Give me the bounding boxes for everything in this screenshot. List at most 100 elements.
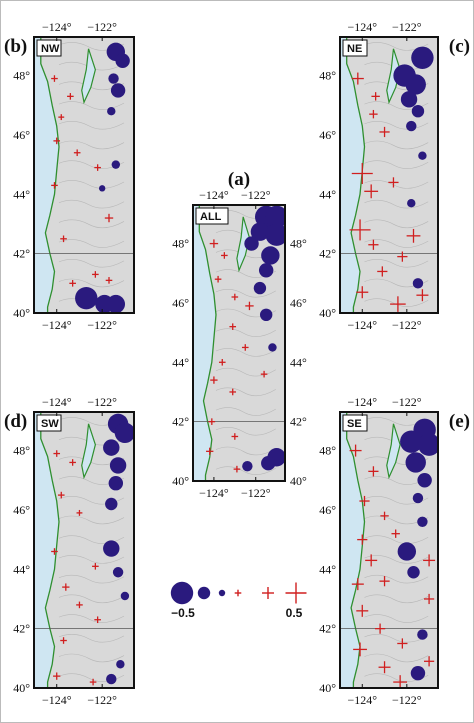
lat-tick-left: 40°: [319, 306, 336, 320]
station-positive: [241, 344, 249, 351]
station-positive: [369, 109, 378, 119]
station-positive: [60, 235, 67, 243]
station-positive: [351, 72, 364, 85]
station-positive: [57, 491, 65, 499]
lon-tick-bottom: −124°: [42, 318, 72, 332]
lat-tick-left: 46°: [319, 128, 336, 142]
station-positive: [379, 576, 390, 587]
station-positive: [210, 376, 218, 384]
legend-max-label: 0.5: [286, 606, 303, 620]
station-negative: [407, 198, 416, 208]
station-positive: [73, 149, 81, 157]
legend-symbol-negative: [218, 589, 226, 597]
station-positive: [351, 578, 364, 591]
map-c: [340, 37, 438, 313]
station-negative: [417, 433, 438, 456]
panel-tag: NW: [36, 39, 62, 57]
station-positive: [214, 275, 222, 283]
map-frame: [339, 411, 439, 689]
lon-tick-top: −124°: [347, 20, 377, 34]
lat-tick-left: 48°: [13, 444, 30, 458]
panel-tag: NE: [342, 39, 368, 57]
station-positive: [351, 163, 373, 185]
panel-tag-text: NE: [347, 43, 362, 55]
station-positive: [206, 447, 214, 455]
lon-tick-bottom: −122°: [241, 486, 271, 500]
station-positive: [69, 280, 76, 287]
station-positive: [365, 554, 378, 567]
station-positive: [391, 529, 400, 538]
station-positive: [353, 642, 367, 657]
panel-label: (a): [228, 169, 250, 190]
station-negative: [417, 516, 428, 528]
station-positive: [368, 466, 379, 477]
panel-e: SE (e) −124° −124° −122° −122° 48° 46° 44° 42° 40°: [319, 395, 470, 707]
lat-tick-left: 44°: [319, 187, 336, 201]
station-negative: [103, 540, 120, 557]
station-positive: [229, 323, 237, 330]
station-negative: [406, 120, 417, 132]
legend-symbol-positive: [262, 587, 274, 599]
legend-symbol-positive: [285, 582, 307, 604]
lat-tick-left: 42°: [172, 415, 189, 429]
station-positive: [76, 509, 83, 516]
legend-symbol-positive: [234, 589, 242, 597]
land: [346, 412, 438, 688]
station-positive: [53, 450, 61, 457]
station-negative: [400, 91, 418, 108]
lat-tick-left: 48°: [319, 444, 336, 458]
panel-d: SW (d) −124° −124° −122° −122° 48° 46° 44° 42° 40°: [4, 395, 135, 707]
station-positive: [221, 252, 228, 259]
coastline: [40, 37, 134, 313]
lon-tick-bottom: −124°: [347, 318, 377, 332]
station-positive: [371, 92, 380, 101]
station-positive: [380, 511, 389, 521]
station-positive: [356, 286, 369, 299]
lon-tick-bottom: −124°: [347, 693, 377, 707]
station-negative: [417, 629, 428, 640]
station-positive: [231, 293, 239, 301]
puget-sound: [81, 48, 96, 105]
station-negative: [265, 205, 285, 229]
station-positive: [104, 213, 114, 223]
station-negative: [103, 439, 120, 456]
station-negative: [250, 222, 270, 241]
station-negative: [244, 236, 259, 251]
station-negative: [105, 497, 118, 511]
station-positive: [357, 534, 368, 545]
lon-tick-top: −124°: [42, 395, 72, 409]
station-negative: [412, 492, 424, 504]
station-positive: [359, 495, 370, 507]
station-negative: [107, 106, 116, 116]
map-b: [34, 37, 134, 313]
lat-tick-left: 40°: [13, 681, 30, 695]
lon-tick-top: −122°: [87, 395, 117, 409]
lat-tick-left: 42°: [319, 247, 336, 261]
lon-tick-bottom: −122°: [392, 318, 422, 332]
station-negative: [98, 185, 106, 192]
station-negative: [258, 263, 274, 278]
station-negative: [411, 46, 434, 69]
station-positive: [390, 296, 406, 312]
station-positive: [229, 388, 237, 396]
station-positive: [105, 277, 113, 284]
station-positive: [60, 637, 67, 644]
lon-tick-top: −122°: [392, 20, 422, 34]
station-positive: [368, 239, 379, 250]
station-negative: [417, 473, 432, 488]
station-positive: [364, 184, 379, 199]
station-negative: [265, 223, 285, 246]
station-positive: [379, 126, 390, 138]
lat-tick-left: 44°: [13, 562, 30, 576]
station-positive: [377, 266, 388, 277]
station-positive: [374, 623, 386, 634]
station-positive: [92, 563, 99, 570]
panel-label: (d): [4, 411, 27, 432]
lat-tick-left: 48°: [172, 237, 189, 251]
lat-tick-left: 44°: [319, 562, 336, 576]
coastline: [198, 205, 285, 481]
station-positive: [94, 616, 101, 624]
station-positive: [69, 459, 76, 466]
panel-tag-text: ALL: [200, 211, 222, 223]
map-e: [340, 412, 438, 688]
